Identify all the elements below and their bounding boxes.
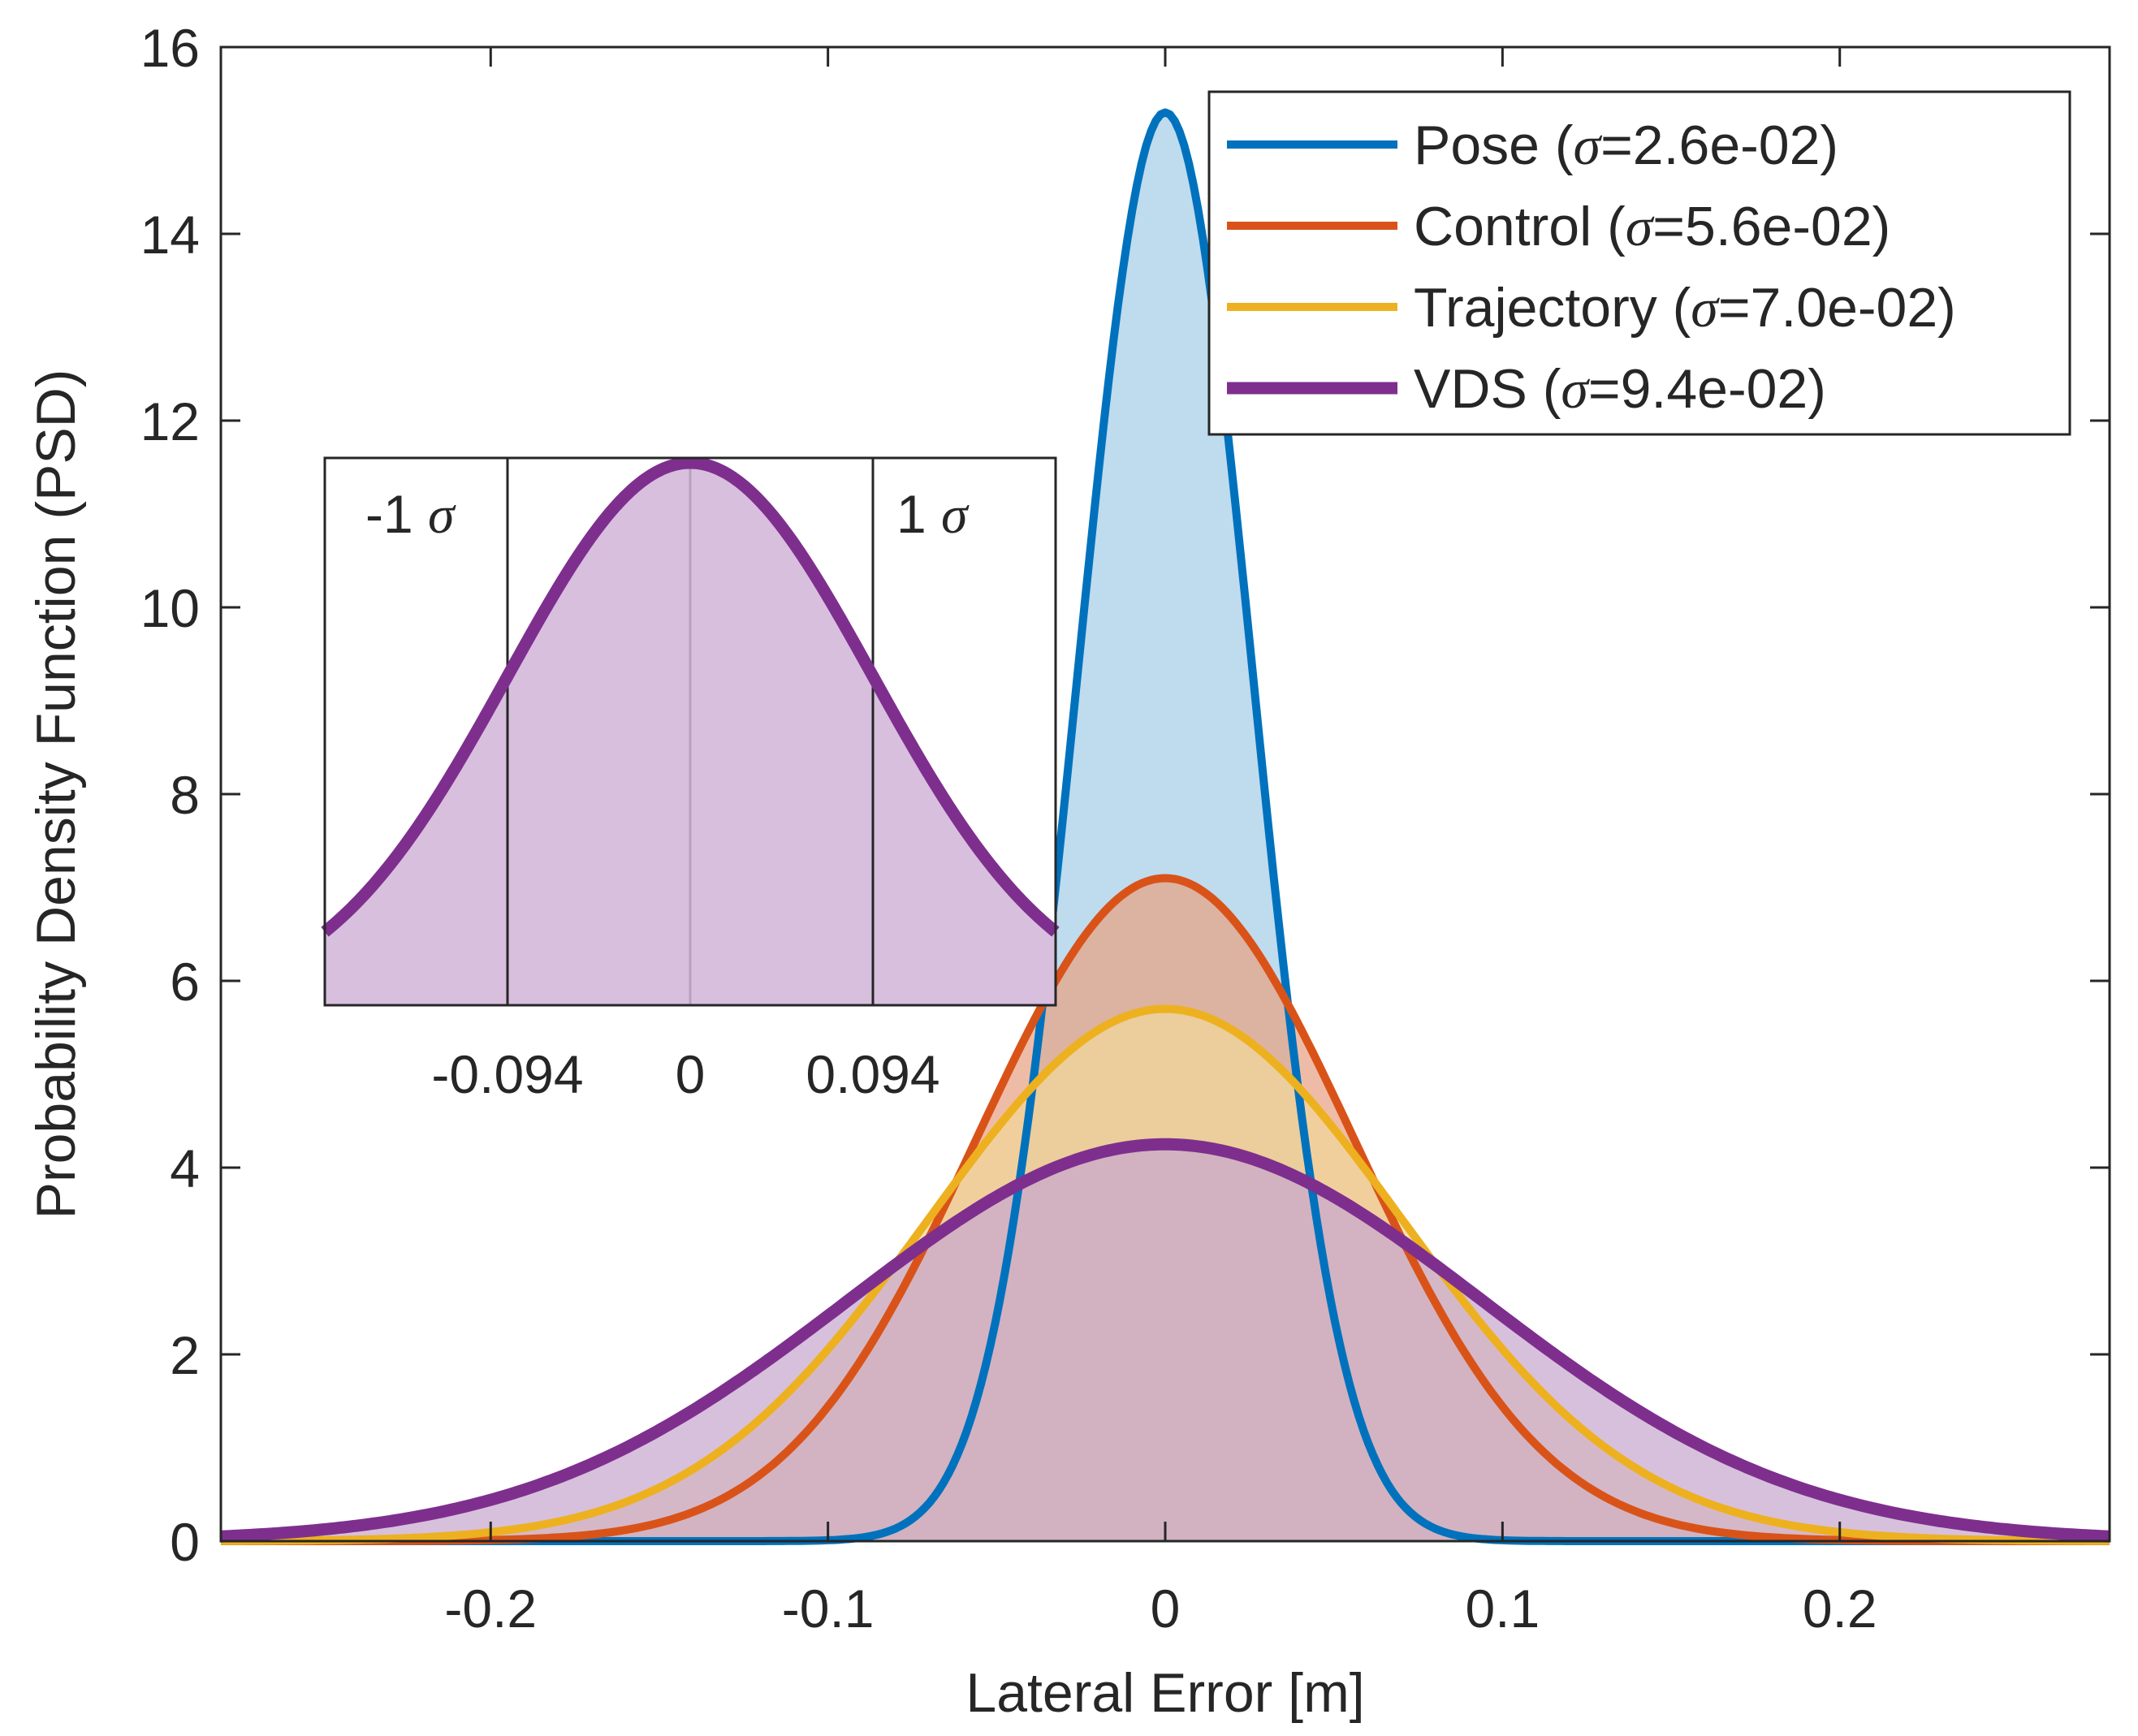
vds-curve bbox=[219, 1138, 2111, 1543]
inset-x-tick-label: 0 bbox=[676, 1044, 706, 1104]
inset-plot: -0.094 0 0.094 -1 σ 1 σ bbox=[321, 456, 1060, 1104]
inset-x-tick-label: -0.094 bbox=[431, 1044, 583, 1104]
pose-fill-area bbox=[221, 112, 2110, 1541]
y-tick-label: 12 bbox=[140, 391, 200, 451]
y-tick-label: 16 bbox=[140, 18, 200, 78]
y-tick-label: 4 bbox=[170, 1138, 200, 1198]
y-tick-label: 6 bbox=[170, 952, 200, 1012]
inset-minus-sigma-label: -1 σ bbox=[365, 484, 456, 545]
series-fills bbox=[221, 112, 2110, 1541]
y-axis-label: Probability Density Function (PSD) bbox=[25, 369, 87, 1220]
y-tick-label: 0 bbox=[170, 1512, 200, 1572]
control-curve bbox=[221, 874, 2110, 1545]
y-tick-label: 14 bbox=[140, 205, 200, 265]
y-tick-label: 10 bbox=[140, 578, 200, 638]
vds-fill-area bbox=[221, 1144, 2110, 1541]
inset-vds-curve bbox=[321, 456, 1060, 937]
x-tick-label: 0.2 bbox=[1803, 1578, 1877, 1639]
legend: Pose (σ=2.6e-02) Control (σ=5.6e-02) Traje… bbox=[1207, 90, 2071, 436]
legend-label-vds: VDS (σ=9.4e-02) bbox=[1414, 358, 1826, 420]
y-tick-label: 8 bbox=[170, 765, 200, 825]
x-tick-label: 0 bbox=[1151, 1578, 1181, 1639]
inset-frame bbox=[323, 456, 1057, 1007]
legend-label-control: Control (σ=5.6e-02) bbox=[1414, 196, 1890, 257]
y-axis-ticks: 0 2 4 6 8 10 12 14 16 bbox=[140, 18, 2110, 1572]
inset-x-tick-label: 0.094 bbox=[806, 1044, 939, 1104]
main-plot: -0.2 -0.1 0 0.1 0.2 0 2 4 6 8 10 12 14 16 Lateral Er… bbox=[25, 18, 2111, 1724]
legend-label-trajectory: Trajectory (σ=7.0e-02) bbox=[1414, 277, 1956, 339]
x-tick-label: -0.2 bbox=[444, 1578, 537, 1639]
x-tick-label: -0.1 bbox=[782, 1578, 875, 1639]
x-axis-label: Lateral Error [m] bbox=[965, 1662, 1364, 1724]
inset-plus-sigma-label: 1 σ bbox=[896, 484, 970, 545]
trajectory-curve bbox=[221, 1004, 2110, 1545]
x-axis-ticks: -0.2 -0.1 0 0.1 0.2 bbox=[444, 47, 1877, 1639]
x-tick-label: 0.1 bbox=[1465, 1578, 1540, 1639]
y-tick-label: 2 bbox=[170, 1325, 200, 1385]
legend-label-pose: Pose (σ=2.6e-02) bbox=[1414, 114, 1838, 176]
legend-box bbox=[1207, 90, 2071, 436]
